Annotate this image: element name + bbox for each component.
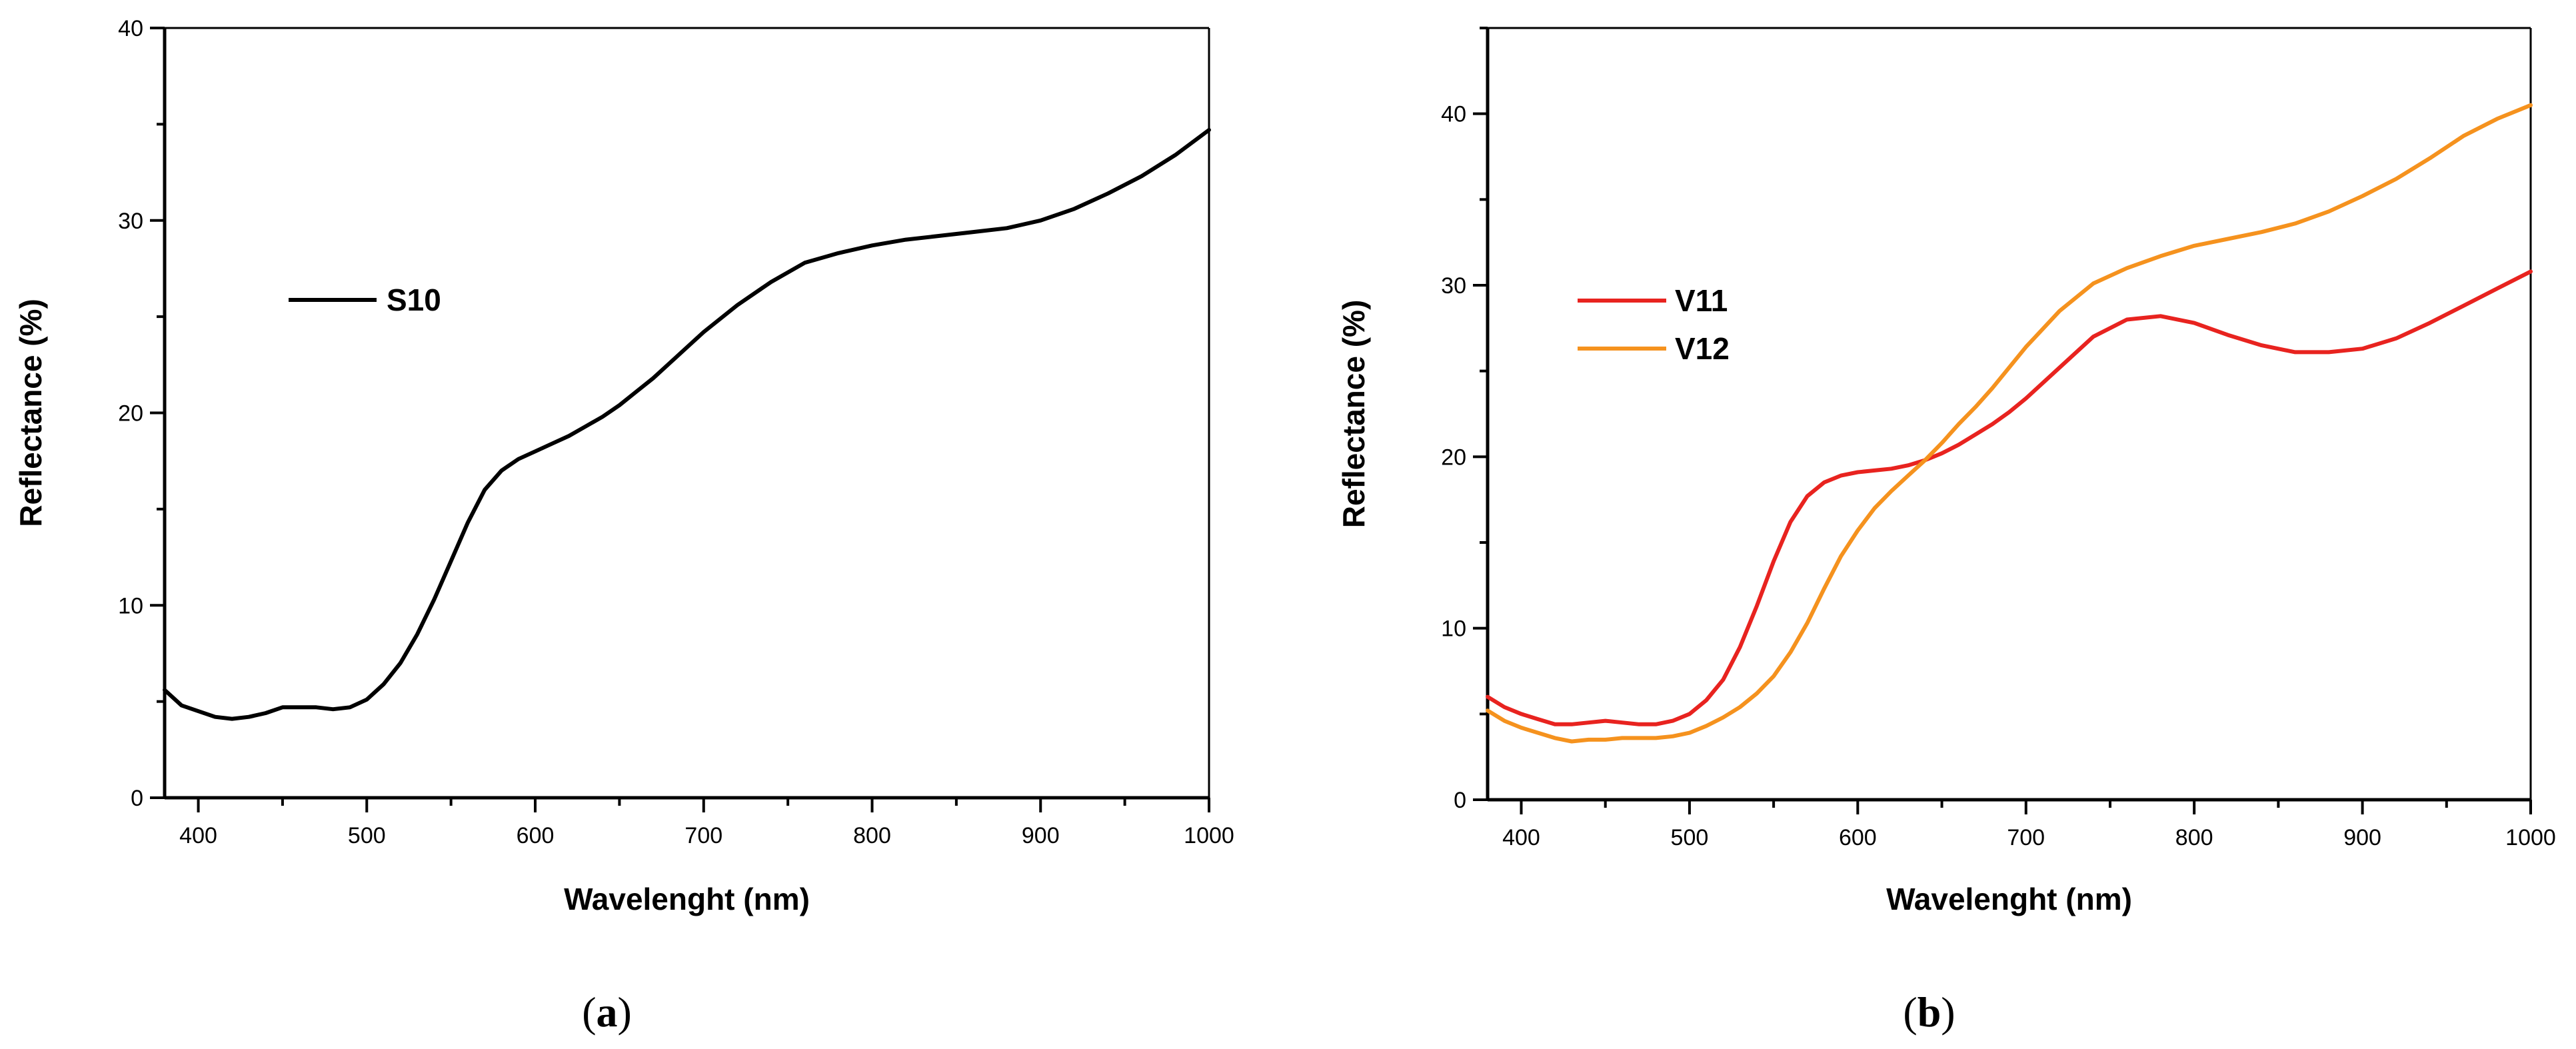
x-tick-label: 400 — [1502, 825, 1540, 850]
y-tick-label: 30 — [118, 209, 143, 234]
x-tick-label: 700 — [684, 823, 722, 848]
x-tick-label: 1000 — [1184, 823, 1234, 848]
y-tick-label: 10 — [1441, 616, 1466, 642]
legend-label-v12: V12 — [1675, 331, 1730, 366]
panel-label-letter: b — [1918, 988, 1941, 1036]
x-tick-label: 900 — [2343, 825, 2381, 850]
panel-label-open-paren: ( — [582, 988, 596, 1036]
legend-label-v11: V11 — [1675, 283, 1728, 318]
y-tick-label: 20 — [1441, 445, 1466, 470]
y-tick-label: 20 — [118, 401, 143, 427]
x-tick-label: 600 — [1839, 825, 1877, 850]
panel-label-open-paren: ( — [1903, 988, 1917, 1036]
y-tick-label: 40 — [118, 16, 143, 41]
panel-label: (b) — [1903, 988, 1955, 1036]
y-axis-title: Reflectance (%) — [13, 299, 48, 527]
chart-panel-b: 400 500 600 700 800 900 1000 0 10 20 30 40 Wavelengh… — [1336, 27, 2556, 1036]
panel-label-close-paren: ) — [1941, 988, 1955, 1036]
panel-label: (a) — [582, 988, 632, 1036]
y-axis-title: Reflectance (%) — [1336, 300, 1371, 528]
x-axis-title: Wavelenght (nm) — [1886, 882, 2132, 916]
x-tick-label: 900 — [1022, 823, 1060, 848]
y-tick-label: 30 — [1441, 273, 1466, 299]
series-line-v12 — [1486, 103, 2533, 744]
y-tick-label: 10 — [118, 593, 143, 618]
x-tick-label: 500 — [348, 823, 386, 848]
x-tick-label: 800 — [2175, 825, 2213, 850]
y-tick-label: 0 — [131, 786, 143, 811]
legend-label-s10: S10 — [387, 283, 441, 317]
x-tick-label: 1000 — [2505, 825, 2556, 850]
x-tick-label: 700 — [2007, 825, 2045, 850]
x-tick-label: 600 — [517, 823, 555, 848]
x-axis-title: Wavelenght (nm) — [564, 882, 810, 916]
series-line-v11 — [1486, 269, 2533, 726]
x-tick-label: 500 — [1671, 825, 1709, 850]
chart-panel-a: 400 500 600 700 800 900 1000 0 10 20 30 40 Wavelengh… — [13, 16, 1234, 1036]
panel-label-close-paren: ) — [618, 988, 632, 1036]
x-tick-label: 400 — [179, 823, 217, 848]
series-line-s10 — [163, 128, 1211, 721]
y-tick-label: 40 — [1441, 102, 1466, 127]
x-tick-label: 800 — [853, 823, 891, 848]
panel-label-letter: a — [597, 988, 618, 1036]
y-tick-label: 0 — [1454, 788, 1466, 813]
